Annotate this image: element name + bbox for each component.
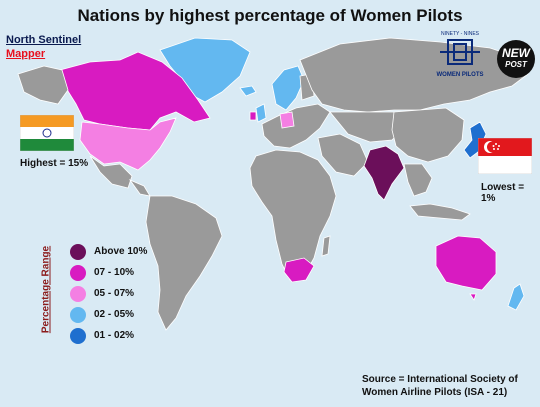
ireland bbox=[249, 111, 257, 121]
wings-logo-icon: NINETY - NINES WOMEN PILOTS bbox=[437, 31, 484, 78]
legend-swatch bbox=[70, 328, 86, 344]
legend-label: Above 10% bbox=[94, 246, 148, 257]
tasmania bbox=[469, 293, 477, 301]
legend-title: Percentage Range bbox=[40, 245, 52, 334]
australia bbox=[435, 235, 497, 291]
new-zealand bbox=[507, 283, 525, 311]
legend-label: 07 - 10% bbox=[94, 267, 135, 278]
highest-caption: Highest = 15% bbox=[20, 158, 89, 169]
legend-item-02-05: 02 - 05% bbox=[70, 307, 180, 323]
japan bbox=[463, 121, 487, 159]
ninety-nines-logo: NINETY - NINES WOMEN PILOTS bbox=[430, 28, 490, 82]
new-post-logo-line1: NEW bbox=[502, 46, 530, 60]
canada bbox=[59, 51, 211, 131]
south-africa bbox=[283, 257, 315, 283]
new-post-logo: NEW POST bbox=[497, 40, 535, 78]
norway-sweden bbox=[271, 65, 305, 111]
usa bbox=[79, 117, 177, 171]
new-post-logo-line2: POST bbox=[505, 60, 527, 69]
credit-line-1: North Sentinel bbox=[6, 34, 82, 46]
source-note: Source = International Society of Women … bbox=[362, 374, 518, 398]
legend-item-above-10: Above 10% bbox=[70, 244, 180, 260]
middle-east bbox=[317, 133, 369, 177]
southeast-asia bbox=[403, 163, 433, 197]
indonesia bbox=[409, 203, 471, 221]
germany bbox=[279, 111, 295, 129]
legend-item-07-10: 07 - 10% bbox=[70, 265, 180, 281]
legend-label: 05 - 07% bbox=[94, 288, 135, 299]
india-flag-icon bbox=[20, 115, 74, 151]
russia bbox=[299, 37, 529, 113]
india bbox=[363, 145, 405, 201]
lowest-caption: Lowest = 1% bbox=[481, 182, 525, 204]
svg-text:WOMEN PILOTS: WOMEN PILOTS bbox=[437, 72, 484, 78]
legend-swatch bbox=[70, 244, 86, 260]
central-america bbox=[128, 179, 151, 197]
south-america bbox=[145, 195, 223, 331]
legend-item-05-07: 05 - 07% bbox=[70, 286, 180, 302]
singapore-flag-icon bbox=[478, 138, 532, 174]
china bbox=[391, 107, 465, 163]
legend-swatch bbox=[70, 307, 86, 323]
alaska bbox=[17, 65, 69, 105]
legend-label: 01 - 02% bbox=[94, 330, 135, 341]
page-title: Nations by highest percentage of Women P… bbox=[77, 6, 463, 25]
svg-text:NINETY - NINES: NINETY - NINES bbox=[441, 31, 480, 37]
mexico bbox=[89, 155, 133, 189]
legend-swatch bbox=[70, 286, 86, 302]
legend-label: 02 - 05% bbox=[94, 309, 135, 320]
iceland bbox=[239, 85, 257, 97]
legend-swatch bbox=[70, 265, 86, 281]
europe bbox=[261, 103, 331, 149]
uk bbox=[255, 103, 267, 123]
legend-item-01-02: 01 - 02% bbox=[70, 328, 180, 344]
madagascar bbox=[321, 235, 331, 257]
credit-line-2: Mapper bbox=[6, 48, 46, 60]
